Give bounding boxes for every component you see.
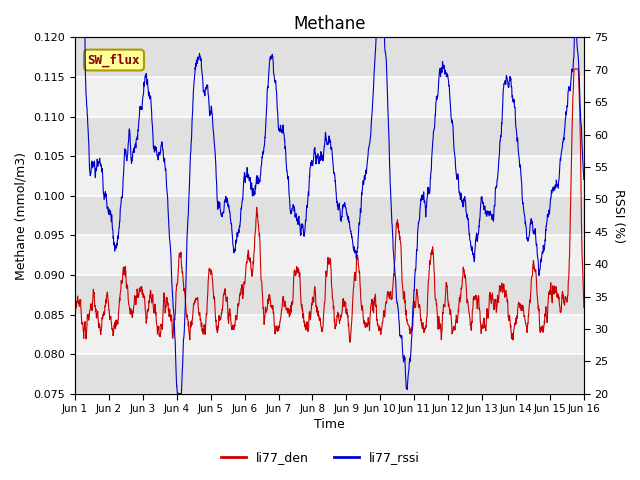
X-axis label: Time: Time bbox=[314, 419, 345, 432]
Bar bbox=[75, 77, 584, 117]
Bar bbox=[75, 156, 584, 196]
Title: Methane: Methane bbox=[293, 15, 365, 33]
Bar bbox=[75, 235, 584, 275]
Y-axis label: Methane (mmol/m3): Methane (mmol/m3) bbox=[15, 152, 28, 279]
Bar bbox=[75, 354, 584, 394]
Bar bbox=[75, 314, 584, 354]
Bar bbox=[75, 275, 584, 314]
Y-axis label: RSSI (%): RSSI (%) bbox=[612, 189, 625, 242]
Bar bbox=[75, 196, 584, 235]
Bar bbox=[75, 37, 584, 77]
Bar bbox=[75, 117, 584, 156]
Legend: li77_den, li77_rssi: li77_den, li77_rssi bbox=[216, 446, 424, 469]
Text: SW_flux: SW_flux bbox=[88, 53, 140, 67]
